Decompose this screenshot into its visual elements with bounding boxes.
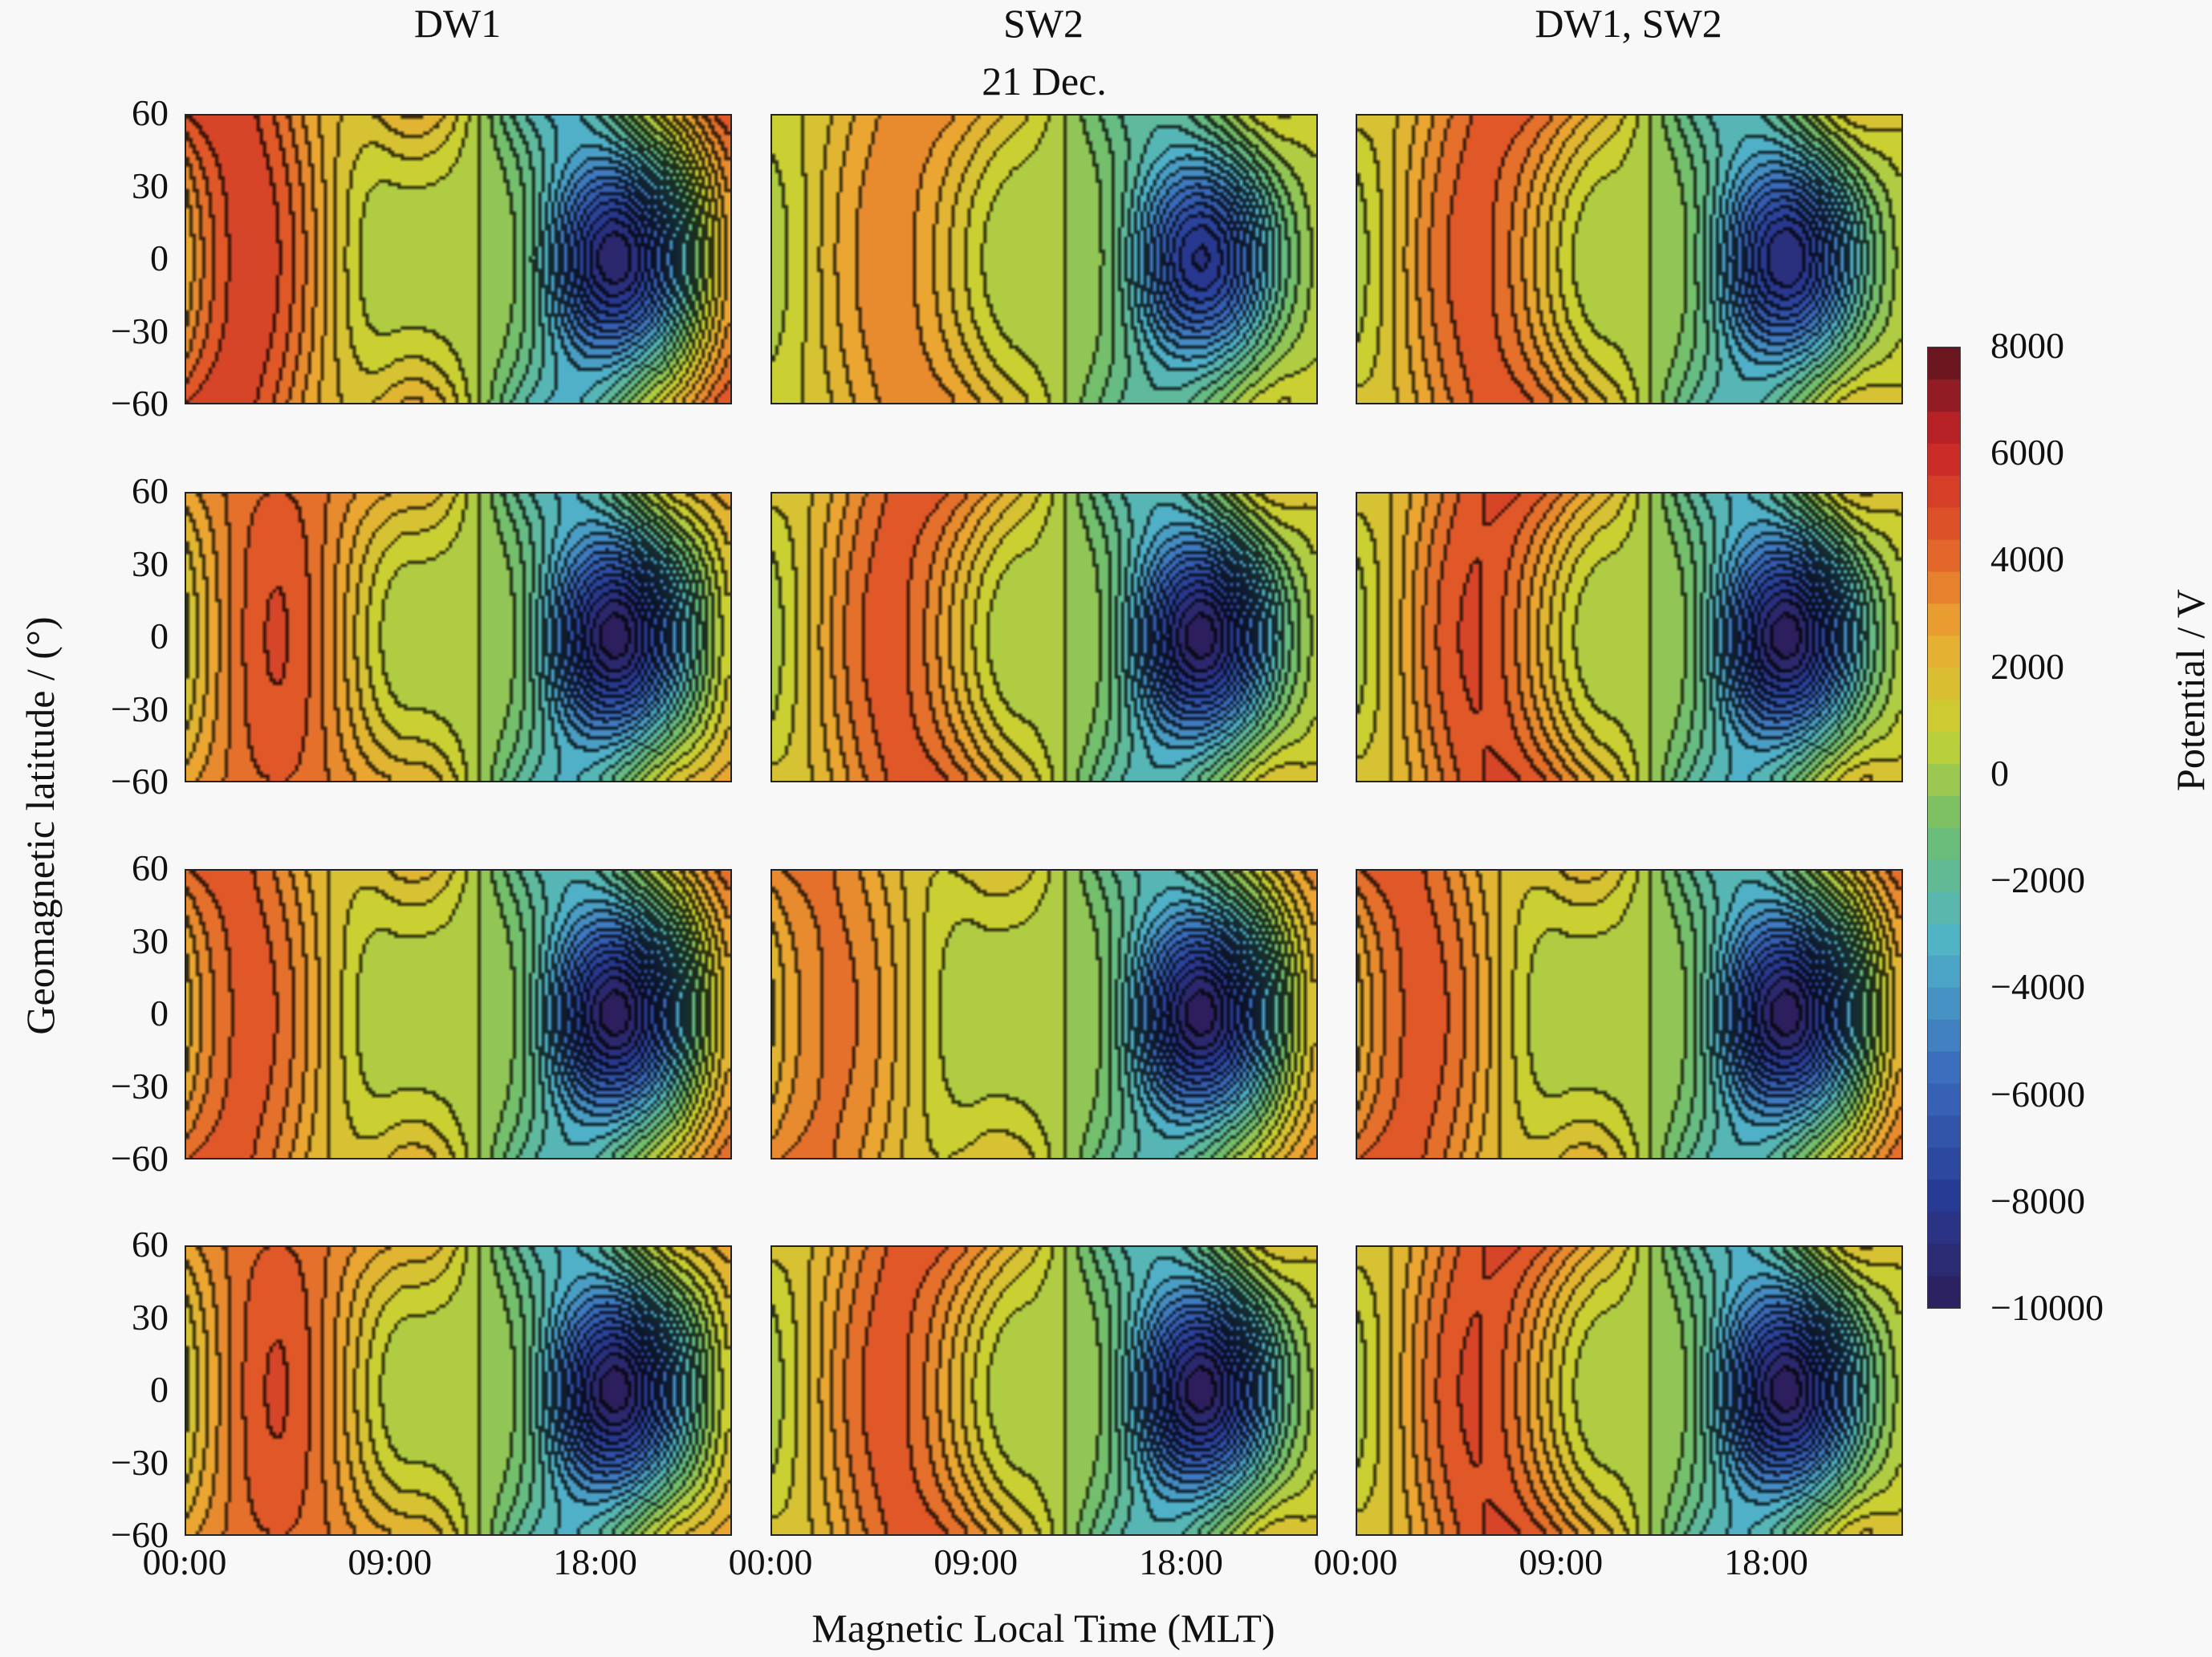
y-tick-label: 30 [132, 164, 169, 206]
contour-field [186, 871, 730, 1158]
y-tick-label: −60 [111, 1138, 169, 1179]
x-tick-label: 09:00 [1519, 1541, 1604, 1582]
contour-panel [185, 1245, 732, 1536]
colorbar-tick-label: 0 [1990, 752, 2009, 794]
x-axis-label: Magnetic Local Time (MLT) [811, 1606, 1275, 1651]
y-tick-label: −30 [111, 1065, 169, 1107]
y-tick-label: 60 [132, 1224, 169, 1265]
contour-panel [1356, 869, 1903, 1159]
y-tick-label: 30 [132, 920, 169, 961]
contour-panel [185, 869, 732, 1159]
x-tick-label: 18:00 [1139, 1541, 1223, 1582]
contour-panel [771, 114, 1318, 404]
contour-panel [1356, 1245, 1903, 1536]
contour-field [772, 871, 1316, 1158]
contour-field [186, 493, 730, 781]
x-tick-label: 18:00 [1724, 1541, 1808, 1582]
y-tick-label: 0 [150, 615, 169, 656]
chart-subtitle-date: 21 Dec. [982, 59, 1107, 104]
contour-panel [185, 114, 732, 404]
contour-field [186, 116, 730, 403]
x-tick-label: 00:00 [1313, 1541, 1398, 1582]
colorbar-tick-label: 2000 [1990, 645, 2064, 687]
y-tick-label: −60 [111, 761, 169, 802]
y-tick-label: −30 [111, 310, 169, 351]
colorbar-tick-label: −2000 [1990, 859, 2085, 901]
column-title-sw2: SW2 [1003, 1, 1084, 46]
contour-field [1357, 116, 1901, 403]
colorbar [1927, 347, 1961, 1309]
contour-panel [1356, 114, 1903, 404]
y-tick-label: 60 [132, 847, 169, 888]
colorbar-tick-label: −4000 [1990, 966, 2085, 1008]
x-tick-label: 09:00 [348, 1541, 433, 1582]
y-tick-label: 60 [132, 92, 169, 133]
contour-field [186, 1247, 730, 1534]
colorbar-tick-label: 8000 [1990, 325, 2064, 366]
y-axis-label: Geomagnetic latitude / (°) [18, 616, 63, 1035]
y-tick-label: −30 [111, 1441, 169, 1483]
colorbar-tick-label: 4000 [1990, 538, 2064, 580]
contour-field [1357, 493, 1901, 781]
y-tick-label: 60 [132, 470, 169, 511]
contour-field [1357, 1247, 1901, 1534]
y-tick-label: −30 [111, 688, 169, 729]
x-tick-label: 09:00 [933, 1541, 1019, 1582]
column-title-dw1: DW1 [413, 1, 502, 46]
contour-panel [185, 492, 732, 782]
contour-field [772, 116, 1316, 403]
contour-panel [771, 869, 1318, 1159]
colorbar-tick-label: −10000 [1990, 1287, 2104, 1328]
contour-panel [1356, 492, 1903, 782]
contour-field [772, 1247, 1316, 1534]
y-tick-label: 30 [132, 542, 169, 584]
colorbar-tick-label: −6000 [1990, 1073, 2085, 1115]
y-tick-label: 0 [150, 238, 169, 278]
column-title-dw1-sw2: DW1, SW2 [1535, 1, 1722, 46]
contour-field [1357, 871, 1901, 1158]
x-tick-label: 18:00 [553, 1541, 637, 1582]
contour-panel [771, 492, 1318, 782]
colorbar-tick-label: −8000 [1990, 1180, 2085, 1221]
y-tick-label: 30 [132, 1296, 169, 1338]
y-tick-label: −60 [111, 383, 169, 424]
y-tick-label: 0 [150, 1369, 169, 1410]
x-tick-label: 00:00 [728, 1541, 813, 1582]
colorbar-gradient [1928, 347, 1960, 1308]
contour-field [772, 493, 1316, 781]
colorbar-tick-label: 6000 [1990, 432, 2064, 473]
y-tick-label: 0 [150, 993, 169, 1034]
y-tick-label: −60 [111, 1514, 169, 1555]
x-tick-label: 00:00 [142, 1541, 227, 1582]
colorbar-label: Potential / V [2168, 589, 2212, 791]
contour-panel [771, 1245, 1318, 1536]
